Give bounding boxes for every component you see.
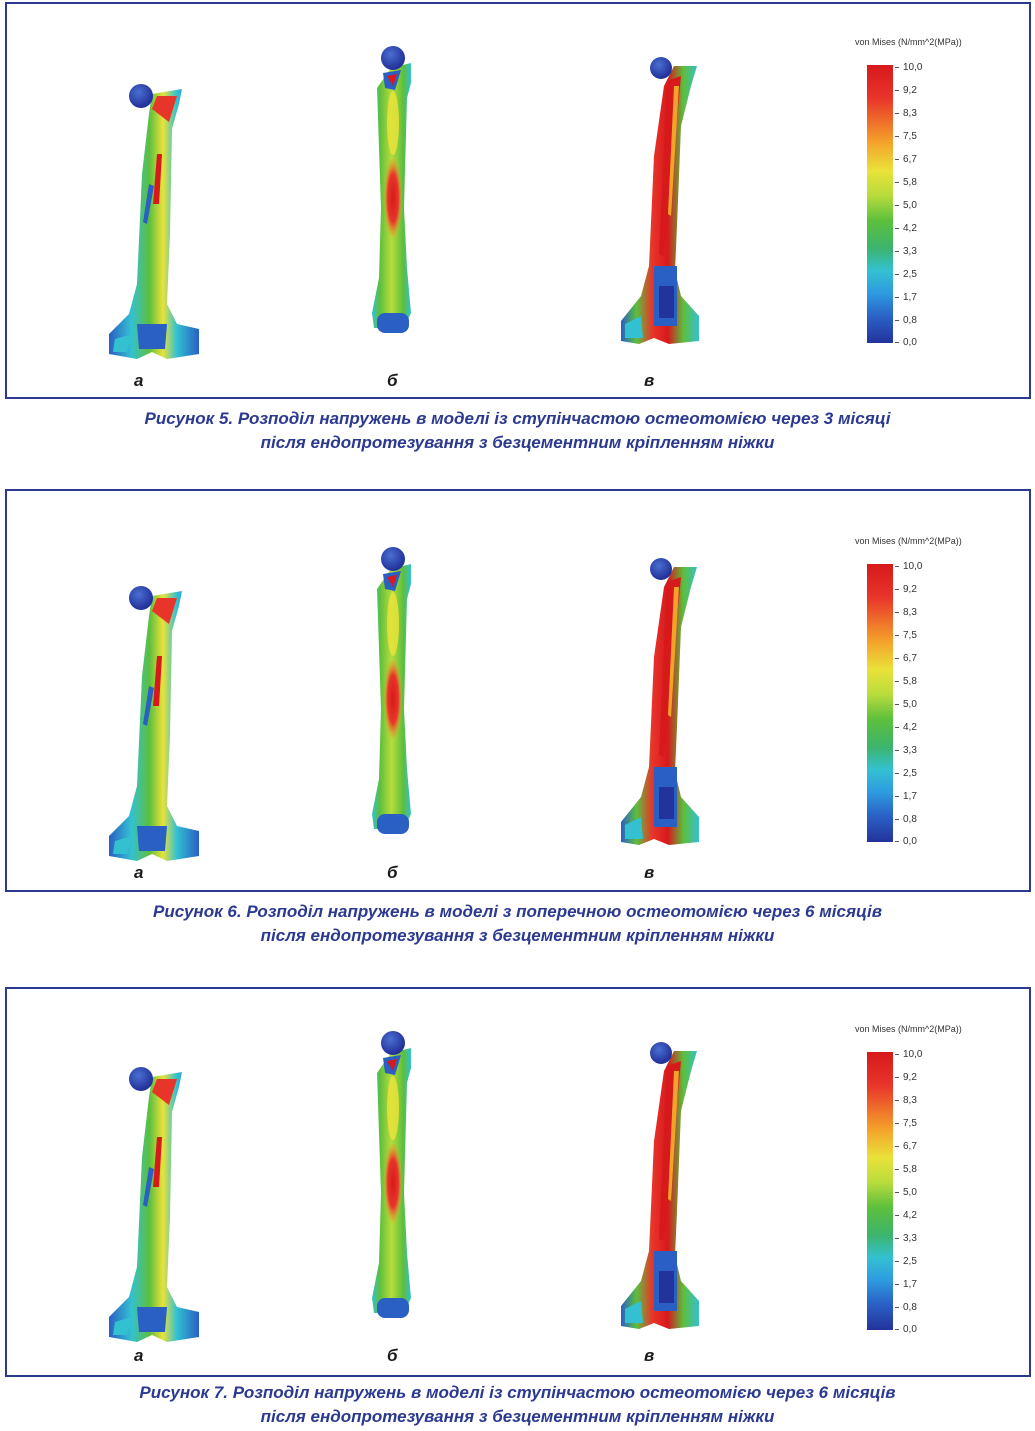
legend-tick: 1,7 [895,292,917,303]
legend-tick: 0,8 [895,315,917,326]
colorbar-legend: von Mises (N/mm^2(MPa)) 10,0 9,2 8,3 7,5… [855,37,1025,348]
legend-tick: 3,3 [895,246,917,257]
legend-tick: 7,5 [895,1118,917,1129]
legend-tick: 0,0 [895,836,917,847]
legend-tick: 5,0 [895,1187,917,1198]
figure-5-panel: а б в von Mises (N/mm^2(MPa)) 10,0 9,2 8… [5,2,1031,399]
legend-tick: 8,3 [895,1095,917,1106]
legend-tick: 5,0 [895,200,917,211]
legend-tick: 10,0 [895,62,922,73]
sublabel-a: а [134,863,144,882]
colorbar-legend: von Mises (N/mm^2(MPa)) 10,0 9,2 8,3 7,5… [855,536,1025,847]
sublabel-c: в [644,1346,655,1365]
legend-tick: 8,3 [895,108,917,119]
legend-title: von Mises (N/mm^2(MPa)) [855,1024,962,1034]
legend-tick: 0,0 [895,337,917,348]
figure-6-caption: Рисунок 6. Розподіл напружень в моделі з… [0,900,1035,948]
caption-line: після ендопротезування з безцементним кр… [260,926,775,945]
femur-model-a [109,586,199,861]
legend-tick: 4,2 [895,1210,917,1221]
caption-line: після ендопротезування з безцементним кр… [260,433,775,452]
legend-tick: 3,3 [895,745,917,756]
colorbar-legend: von Mises (N/mm^2(MPa)) 10,0 9,2 8,3 7,5… [855,1024,1025,1335]
femur-model-b [372,1031,411,1318]
legend-tick: 0,8 [895,1302,917,1313]
figure-7-panel: а б в von Mises (N/mm^2(MPa)) 10,0 9,2 8… [5,987,1031,1377]
femur-model-a [109,84,199,359]
legend-tick: 2,5 [895,1256,917,1267]
sublabel-b: б [387,863,398,882]
legend-tick: 6,7 [895,1141,917,1152]
femur-model-c [621,1042,699,1329]
femur-model-c [621,57,699,344]
legend-tick: 8,3 [895,607,917,618]
sublabel-a: а [134,371,144,390]
colorbar [867,65,893,343]
sublabel-b: б [387,371,398,390]
legend-tick: 1,7 [895,1279,917,1290]
legend-tick: 1,7 [895,791,917,802]
legend-tick: 4,2 [895,722,917,733]
legend-tick: 7,5 [895,131,917,142]
legend-tick: 5,8 [895,177,917,188]
colorbar [867,1052,893,1330]
sublabel-a: а [134,1346,144,1365]
legend-title: von Mises (N/mm^2(MPa)) [855,37,962,47]
sublabel-b: б [387,1346,398,1365]
legend-tick: 5,0 [895,699,917,710]
figure-6-panel: а б в von Mises (N/mm^2(MPa)) 10,0 9,2 8… [5,489,1031,892]
legend-tick: 9,2 [895,1072,917,1083]
caption-line: після ендопротезування з безцементним кр… [260,1407,775,1426]
legend-tick: 2,5 [895,768,917,779]
figure-5-caption: Рисунок 5. Розподіл напружень в моделі і… [0,407,1035,455]
legend-tick: 10,0 [895,561,922,572]
legend-tick: 6,7 [895,653,917,664]
femur-model-c [621,558,699,845]
legend-tick: 2,5 [895,269,917,280]
caption-line: Рисунок 6. Розподіл напружень в моделі з… [153,902,882,921]
sublabel-c: в [644,371,655,390]
femur-model-b [372,46,411,333]
legend-tick: 7,5 [895,630,917,641]
legend-tick: 3,3 [895,1233,917,1244]
legend-tick: 10,0 [895,1049,922,1060]
colorbar [867,564,893,842]
caption-line: Рисунок 7. Розподіл напружень в моделі і… [139,1383,896,1402]
femur-model-b [372,547,411,834]
legend-tick: 9,2 [895,584,917,595]
femur-model-a [109,1067,199,1342]
caption-line: Рисунок 5. Розподіл напружень в моделі і… [144,409,891,428]
figure-7-caption: Рисунок 7. Розподіл напружень в моделі і… [0,1381,1035,1429]
legend-tick: 4,2 [895,223,917,234]
legend-tick: 0,0 [895,1324,917,1335]
legend-tick: 0,8 [895,814,917,825]
legend-tick: 9,2 [895,85,917,96]
legend-title: von Mises (N/mm^2(MPa)) [855,536,962,546]
legend-tick: 6,7 [895,154,917,165]
legend-tick: 5,8 [895,1164,917,1175]
legend-tick: 5,8 [895,676,917,687]
sublabel-c: в [644,863,655,882]
